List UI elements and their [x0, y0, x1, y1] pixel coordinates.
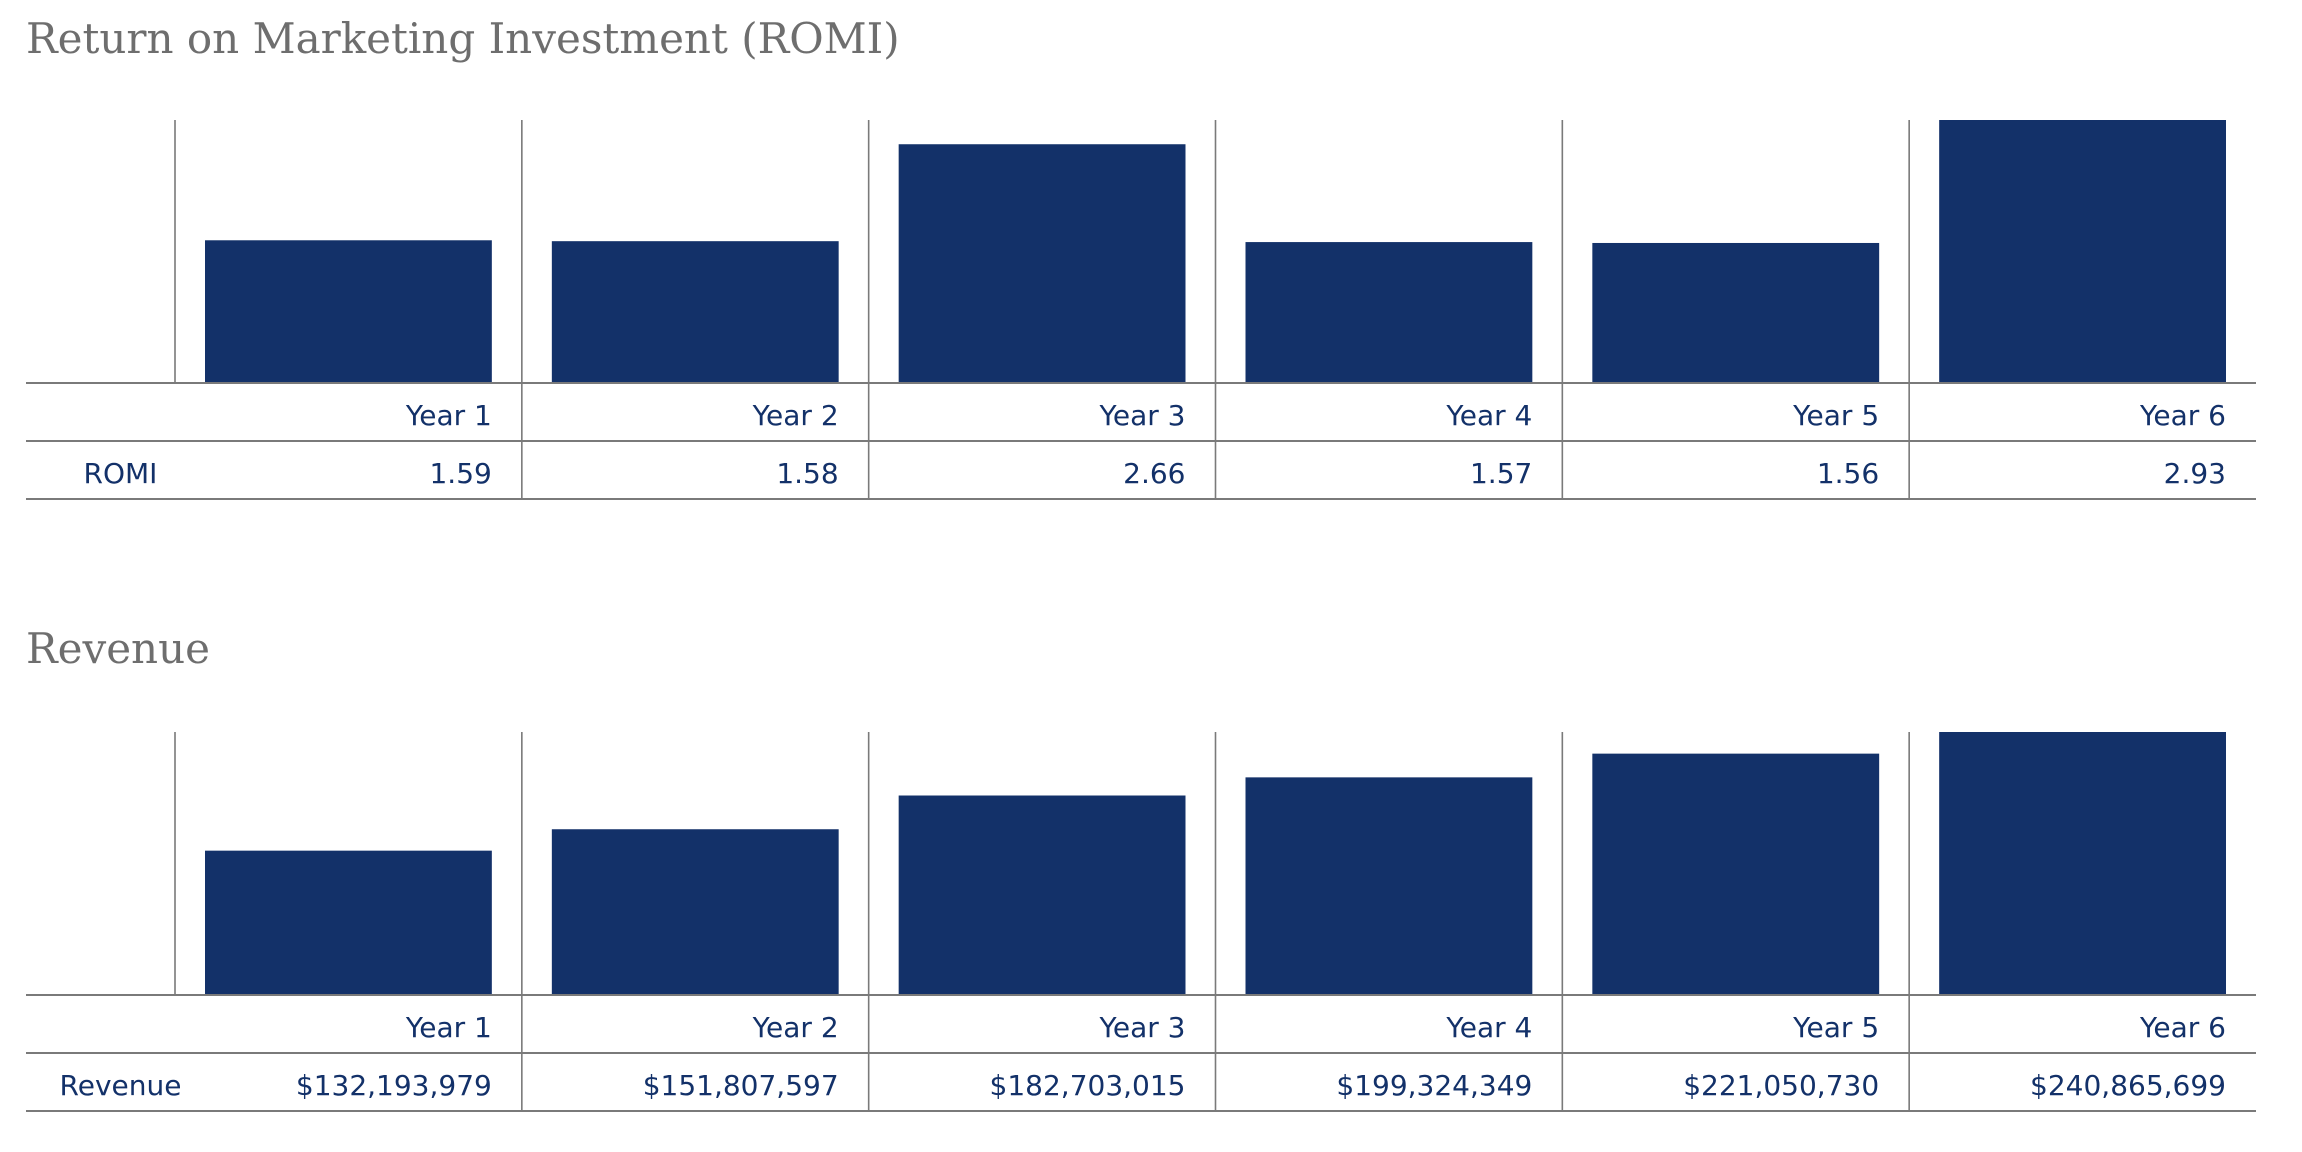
romi-value-label-3: 2.66 — [1123, 457, 1185, 490]
revenue-value-label-4: $199,324,349 — [1336, 1069, 1532, 1102]
revenue-bar-3 — [898, 795, 1186, 995]
revenue-bar-2 — [551, 829, 839, 995]
romi-category-label-6: Year 6 — [2139, 399, 2226, 432]
romi-row-label: ROMI — [84, 457, 158, 490]
romi-bar-3 — [898, 144, 1186, 383]
revenue-value-label-6: $240,865,699 — [2030, 1069, 2226, 1102]
revenue-bar-chart: Year 1 Year 2 Year 3 Year 4 Year 5 Year 6 Reve… — [26, 732, 2256, 1112]
revenue-chart-title: Revenue — [26, 624, 211, 673]
romi-value-label-1: 1.59 — [429, 457, 491, 490]
romi-category-label-3: Year 3 — [1099, 399, 1186, 432]
romi-bar-1 — [205, 240, 492, 383]
revenue-category-label-4: Year 4 — [1445, 1011, 1532, 1044]
revenue-bar-6 — [1939, 732, 2226, 995]
revenue-value-label-3: $182,703,015 — [990, 1069, 1186, 1102]
romi-value-label-4: 1.57 — [1470, 457, 1532, 490]
romi-bar-6 — [1939, 120, 2226, 383]
romi-bar-5 — [1592, 242, 1880, 383]
revenue-category-label-5: Year 5 — [1792, 1011, 1879, 1044]
romi-value-label-2: 1.58 — [776, 457, 838, 490]
revenue-bar-1 — [205, 850, 492, 995]
romi-category-label-1: Year 1 — [405, 399, 492, 432]
romi-chart-title: Return on Marketing Investment (ROMI) — [26, 14, 900, 63]
romi-category-label-4: Year 4 — [1445, 399, 1532, 432]
romi-value-label-6: 2.93 — [2164, 457, 2226, 490]
revenue-row-label: Revenue — [60, 1069, 182, 1102]
revenue-bar-5 — [1592, 753, 1880, 995]
revenue-value-label-2: $151,807,597 — [643, 1069, 839, 1102]
romi-bar-2 — [551, 241, 839, 383]
romi-category-label-5: Year 5 — [1792, 399, 1879, 432]
romi-bar-chart: Year 1 Year 2 Year 3 Year 4 Year 5 Year 6 ROMI… — [26, 120, 2256, 500]
romi-bar-4 — [1245, 242, 1533, 383]
revenue-category-label-1: Year 1 — [405, 1011, 492, 1044]
revenue-category-label-6: Year 6 — [2139, 1011, 2226, 1044]
revenue-category-label-3: Year 3 — [1099, 1011, 1186, 1044]
romi-category-label-2: Year 2 — [752, 399, 839, 432]
revenue-value-label-5: $221,050,730 — [1683, 1069, 1879, 1102]
romi-value-label-5: 1.56 — [1817, 457, 1879, 490]
revenue-category-label-2: Year 2 — [752, 1011, 839, 1044]
revenue-value-label-1: $132,193,979 — [296, 1069, 492, 1102]
revenue-bar-4 — [1245, 777, 1533, 995]
